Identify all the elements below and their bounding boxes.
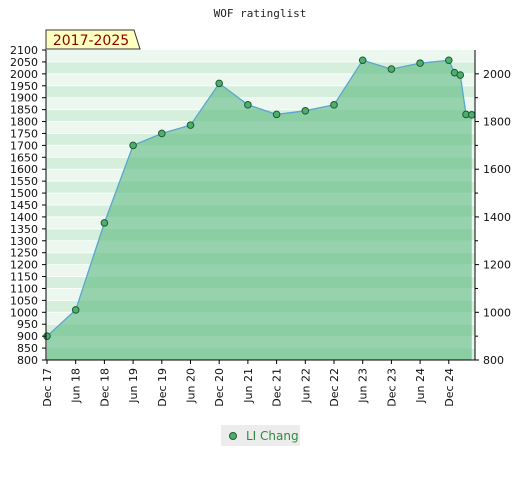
right-tick-label: 1000 bbox=[483, 306, 511, 319]
left-tick-label: 1000 bbox=[10, 306, 38, 319]
plot-band bbox=[46, 97, 475, 110]
plot-band bbox=[46, 61, 475, 74]
badge-label: 2017-2025 bbox=[53, 33, 129, 49]
data-point bbox=[330, 101, 338, 109]
area-band bbox=[46, 240, 475, 253]
left-tick-label: 1850 bbox=[10, 104, 38, 117]
chart-title: WOF ratinglist bbox=[214, 7, 307, 20]
badge-box bbox=[45, 29, 141, 50]
left-tick-label: 1100 bbox=[10, 282, 38, 295]
left-tick-label: 1300 bbox=[10, 235, 38, 248]
x-tick-label: Jun 20 bbox=[185, 368, 198, 404]
data-point bbox=[416, 59, 424, 67]
legend-box bbox=[221, 425, 300, 446]
x-tick-label: Dec 19 bbox=[156, 368, 169, 407]
data-point bbox=[158, 129, 166, 138]
data-point bbox=[186, 121, 195, 129]
data-point bbox=[215, 79, 223, 88]
area-band bbox=[46, 169, 475, 182]
x-tick-label: Jun 21 bbox=[242, 368, 255, 404]
data-point bbox=[387, 65, 396, 73]
data-point bbox=[301, 107, 310, 115]
data-point bbox=[467, 111, 476, 119]
x-tick-label: Jun 19 bbox=[127, 368, 140, 404]
left-tick-label: 950 bbox=[17, 318, 38, 331]
left-tick-label: 1200 bbox=[10, 259, 38, 272]
left-tick-label: 1800 bbox=[10, 116, 38, 129]
right-tick-label: 1800 bbox=[483, 116, 511, 129]
left-tick-label: 1650 bbox=[10, 151, 38, 164]
badge: 2017-2025 bbox=[45, 29, 141, 50]
left-tick-label: 1600 bbox=[10, 163, 38, 176]
series-area bbox=[46, 50, 475, 360]
x-tick-label: Jun 22 bbox=[299, 368, 312, 404]
area-band bbox=[46, 216, 475, 229]
data-point bbox=[272, 110, 281, 119]
x-tick-label: Dec 20 bbox=[213, 368, 226, 407]
area-fill bbox=[47, 60, 472, 360]
left-tick-label: 1400 bbox=[10, 211, 38, 224]
data-point bbox=[445, 56, 453, 65]
area-band bbox=[46, 73, 475, 86]
left-tick-label: 1450 bbox=[10, 199, 38, 212]
plot-band bbox=[46, 85, 475, 98]
data-point bbox=[358, 56, 367, 65]
x-tick-label: Dec 18 bbox=[98, 368, 111, 407]
data-point bbox=[100, 219, 109, 227]
data-point bbox=[456, 71, 465, 79]
right-axis-ticks: 800 1000 1200 1400 1600 1800 2000 bbox=[475, 68, 511, 367]
area-band bbox=[46, 97, 475, 110]
x-tick-label: Dec 17 bbox=[41, 368, 54, 407]
data-point bbox=[129, 141, 137, 150]
left-tick-label: 1750 bbox=[10, 127, 38, 140]
right-tick-label: 1200 bbox=[483, 259, 511, 272]
right-tick-label: 1600 bbox=[483, 163, 511, 176]
area-band bbox=[46, 288, 475, 301]
x-tick-label: Dec 21 bbox=[271, 368, 284, 407]
left-tick-label: 800 bbox=[17, 354, 38, 367]
x-tick-label: Jun 18 bbox=[70, 368, 83, 404]
area-band bbox=[46, 121, 475, 134]
data-point bbox=[244, 101, 252, 109]
left-tick-label: 1050 bbox=[10, 294, 38, 307]
x-tick-label: Dec 22 bbox=[328, 368, 341, 407]
x-tick-label: Jun 23 bbox=[357, 368, 370, 404]
left-tick-label: 2100 bbox=[10, 44, 38, 57]
legend-label: LI Chang bbox=[246, 429, 299, 443]
left-axis-ticks: 8008509009501000105011001150120012501300… bbox=[10, 44, 46, 367]
legend-marker-icon bbox=[229, 432, 237, 440]
area-band bbox=[46, 145, 475, 158]
left-tick-label: 1950 bbox=[10, 80, 38, 93]
area-band bbox=[46, 336, 475, 349]
x-tick-label: Jun 24 bbox=[414, 368, 427, 404]
x-tick-label: Dec 23 bbox=[385, 368, 398, 407]
area-band bbox=[46, 312, 475, 325]
plot-band bbox=[46, 50, 475, 62]
left-tick-label: 1350 bbox=[10, 223, 38, 236]
left-tick-label: 850 bbox=[17, 342, 38, 355]
plot-band bbox=[46, 73, 475, 86]
area-band bbox=[46, 264, 475, 277]
area-band bbox=[46, 50, 475, 62]
left-tick-label: 1250 bbox=[10, 247, 38, 260]
left-tick-label: 1550 bbox=[10, 175, 38, 188]
right-tick-label: 800 bbox=[483, 354, 504, 367]
left-tick-label: 1900 bbox=[10, 92, 38, 105]
x-axis-ticks: Dec 17 Jun 18 Dec 18 Jun 19 Dec 19 Jun 20 Dec … bbox=[41, 360, 456, 407]
left-tick-label: 1150 bbox=[10, 271, 38, 284]
legend[interactable]: LI Chang bbox=[221, 425, 300, 446]
data-point bbox=[71, 306, 80, 314]
series-markers bbox=[43, 56, 476, 340]
right-tick-label: 1400 bbox=[483, 211, 511, 224]
left-tick-label: 2000 bbox=[10, 68, 38, 81]
left-tick-label: 1700 bbox=[10, 139, 38, 152]
left-tick-label: 900 bbox=[17, 330, 38, 343]
left-tick-label: 2050 bbox=[10, 56, 38, 69]
right-tick-label: 2000 bbox=[483, 68, 511, 81]
left-tick-label: 1500 bbox=[10, 187, 38, 200]
x-tick-label: Dec 24 bbox=[443, 368, 456, 407]
area-band bbox=[46, 193, 475, 205]
